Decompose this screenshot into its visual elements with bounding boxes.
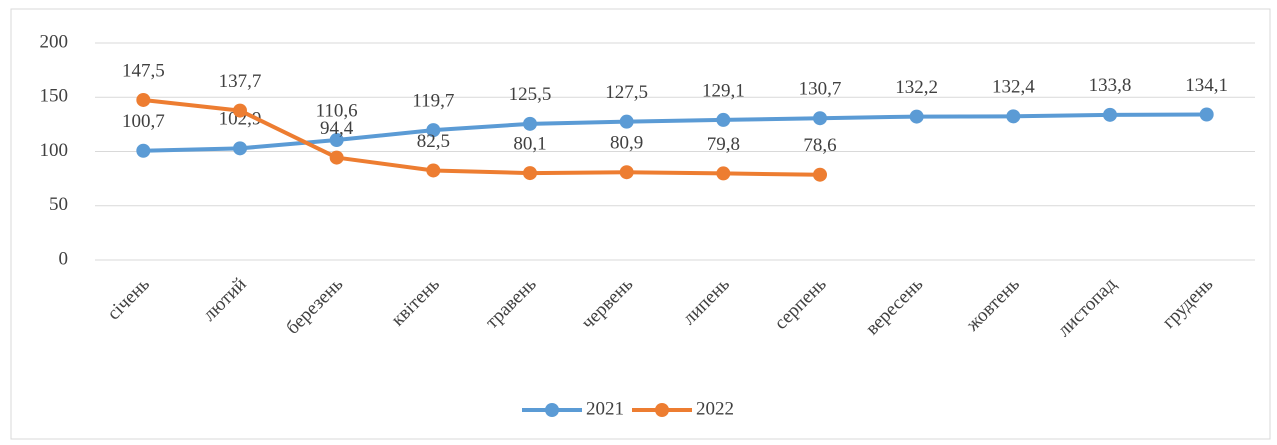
- point: [426, 123, 441, 138]
- data-label: 100,7: [122, 111, 165, 132]
- point: [1006, 109, 1021, 124]
- point: [523, 116, 537, 131]
- y-tick-label: 150: [40, 86, 69, 107]
- series-line: [143, 112, 1207, 153]
- y-tick-label: 100: [40, 140, 69, 161]
- y-tick-label: 50: [49, 194, 68, 215]
- data-label: 110,6: [316, 100, 358, 121]
- data-label: 125,5: [509, 84, 552, 105]
- point: [909, 109, 924, 124]
- y-tick-label: 200: [40, 31, 69, 52]
- legend-marker: [545, 403, 559, 417]
- data-label: 132,2: [895, 77, 938, 98]
- data-label: 78,6: [803, 135, 836, 156]
- data-label: 80,9: [610, 133, 643, 154]
- point: [136, 92, 151, 107]
- data-label: 137,7: [219, 71, 262, 92]
- data-label: 79,8: [707, 134, 740, 155]
- data-label: 134,1: [1185, 75, 1228, 96]
- data-label: 127,5: [605, 82, 648, 103]
- point: [233, 103, 247, 118]
- legend-label: 2022: [696, 398, 734, 419]
- data-label: 130,7: [799, 79, 842, 100]
- point: [233, 141, 247, 156]
- data-label: 82,5: [417, 131, 450, 152]
- point: [619, 114, 634, 129]
- point: [426, 163, 441, 178]
- legend-label: 2021: [586, 398, 624, 419]
- series-line: [143, 97, 821, 177]
- legend-marker: [655, 403, 669, 417]
- point: [136, 143, 151, 158]
- data-label: 129,1: [702, 80, 745, 101]
- point: [813, 111, 827, 126]
- point: [1103, 107, 1117, 122]
- point: [716, 166, 731, 181]
- data-label: 94,4: [320, 118, 354, 139]
- data-label: 80,1: [513, 133, 546, 154]
- data-label: 119,7: [412, 90, 454, 111]
- point: [1199, 107, 1214, 122]
- data-label: 147,5: [122, 60, 165, 81]
- point: [813, 167, 827, 182]
- point: [716, 112, 731, 127]
- chart-frame: [10, 8, 1271, 440]
- data-label: 133,8: [1089, 75, 1132, 96]
- point: [523, 166, 537, 181]
- data-label: 132,4: [992, 77, 1035, 98]
- point: [329, 150, 344, 165]
- y-tick-label: 0: [59, 248, 69, 269]
- point: [329, 132, 344, 147]
- point: [619, 165, 634, 180]
